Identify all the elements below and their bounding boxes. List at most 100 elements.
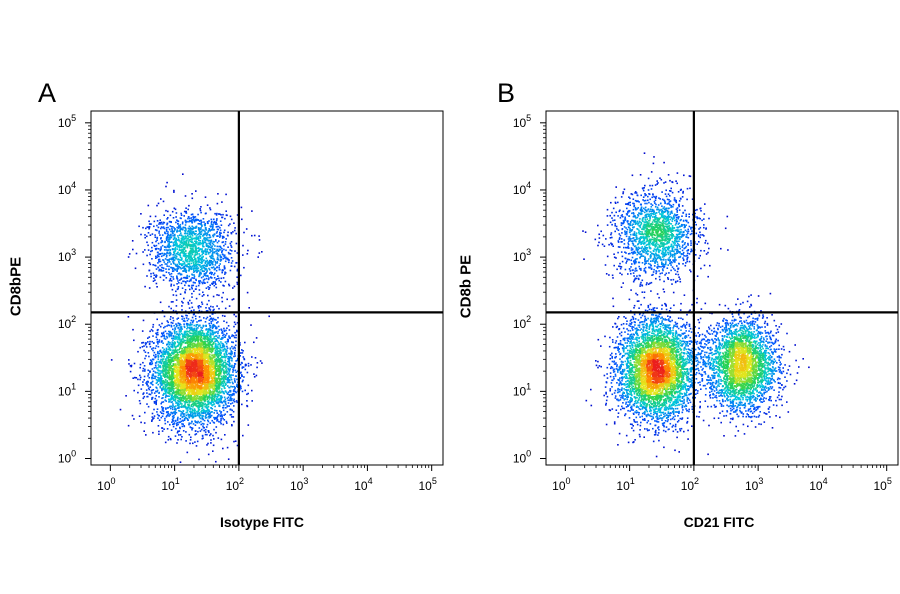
data-point bbox=[165, 400, 167, 402]
data-point bbox=[200, 359, 203, 361]
data-point bbox=[178, 369, 180, 371]
data-point bbox=[191, 390, 194, 392]
data-point bbox=[226, 338, 229, 341]
data-point bbox=[198, 390, 201, 393]
data-point bbox=[186, 378, 188, 380]
data-point bbox=[195, 364, 198, 366]
data-point bbox=[221, 332, 224, 334]
data-point bbox=[164, 371, 167, 373]
data-point bbox=[194, 414, 196, 416]
data-point bbox=[182, 355, 184, 357]
data-point bbox=[194, 381, 196, 384]
data-point bbox=[181, 353, 183, 356]
data-point bbox=[186, 350, 188, 353]
data-point bbox=[229, 414, 232, 416]
data-point bbox=[236, 322, 239, 324]
data-point bbox=[223, 387, 226, 390]
data-point bbox=[203, 397, 206, 399]
data-point bbox=[201, 435, 204, 437]
data-point bbox=[133, 389, 135, 392]
data-point bbox=[183, 398, 186, 400]
data-point bbox=[233, 313, 235, 316]
data-point bbox=[179, 368, 181, 370]
data-point bbox=[180, 327, 183, 330]
data-point bbox=[200, 423, 202, 426]
data-point bbox=[191, 420, 193, 423]
data-point bbox=[179, 379, 181, 381]
data-point bbox=[207, 403, 210, 406]
data-point bbox=[236, 401, 238, 404]
data-point bbox=[171, 360, 174, 362]
data-point bbox=[206, 361, 208, 364]
data-point bbox=[226, 349, 228, 351]
data-point bbox=[141, 346, 144, 348]
data-point bbox=[182, 410, 185, 412]
data-point bbox=[208, 389, 210, 391]
data-point bbox=[217, 365, 219, 367]
data-point bbox=[183, 332, 186, 334]
data-point bbox=[162, 367, 165, 370]
data-point bbox=[199, 370, 202, 372]
data-point bbox=[247, 392, 249, 395]
data-point bbox=[125, 395, 127, 397]
data-point bbox=[175, 379, 177, 381]
data-point bbox=[179, 373, 182, 376]
data-point bbox=[230, 403, 232, 405]
data-point bbox=[215, 372, 217, 374]
data-point bbox=[170, 411, 172, 414]
data-point bbox=[177, 334, 180, 337]
data-point bbox=[172, 425, 175, 428]
data-point bbox=[166, 344, 168, 346]
data-point bbox=[191, 321, 194, 324]
data-point bbox=[193, 380, 195, 382]
data-point bbox=[214, 387, 217, 390]
data-point bbox=[206, 378, 209, 381]
data-point bbox=[174, 435, 177, 437]
data-point bbox=[155, 390, 157, 393]
data-point bbox=[192, 353, 194, 356]
data-point bbox=[226, 370, 228, 373]
data-point bbox=[168, 364, 170, 366]
data-point bbox=[208, 401, 211, 404]
data-point bbox=[181, 425, 184, 428]
data-point bbox=[162, 364, 164, 367]
data-point bbox=[198, 415, 200, 417]
data-point bbox=[234, 331, 236, 334]
data-point bbox=[211, 320, 214, 322]
data-point bbox=[189, 332, 192, 335]
data-point bbox=[177, 364, 179, 366]
data-point bbox=[211, 358, 214, 361]
data-point bbox=[191, 380, 194, 383]
data-point bbox=[209, 348, 211, 351]
data-point bbox=[261, 362, 263, 364]
data-point bbox=[197, 340, 199, 343]
data-point bbox=[195, 337, 198, 340]
data-point bbox=[208, 357, 210, 360]
data-point bbox=[201, 382, 204, 384]
data-point bbox=[173, 324, 175, 327]
data-point bbox=[173, 377, 175, 379]
data-point bbox=[152, 370, 155, 372]
data-point bbox=[203, 357, 206, 359]
data-point bbox=[210, 351, 213, 354]
data-point bbox=[174, 398, 177, 401]
data-point bbox=[152, 384, 154, 386]
data-point bbox=[150, 328, 153, 331]
data-point bbox=[151, 340, 153, 343]
data-point bbox=[222, 385, 225, 387]
data-point bbox=[191, 343, 193, 345]
data-point bbox=[181, 352, 184, 355]
data-point bbox=[178, 329, 181, 331]
data-point bbox=[198, 368, 200, 371]
data-point bbox=[175, 325, 178, 328]
data-point bbox=[193, 370, 195, 373]
data-point bbox=[171, 345, 174, 347]
data-point bbox=[189, 339, 191, 342]
data-point bbox=[191, 351, 194, 353]
data-point bbox=[201, 354, 204, 356]
data-point bbox=[190, 309, 193, 312]
data-point bbox=[209, 353, 211, 356]
data-point bbox=[189, 366, 192, 369]
data-point bbox=[233, 385, 236, 388]
data-point bbox=[207, 378, 210, 381]
